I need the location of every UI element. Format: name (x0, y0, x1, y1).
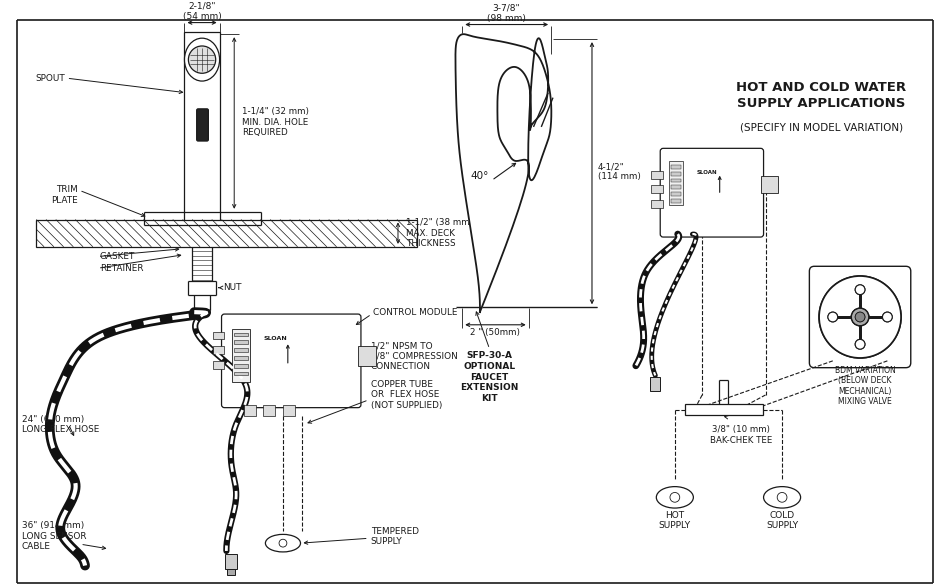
Text: BDM VARIATION
(BELOW DECK
MECHANICAL)
MIXING VALVE: BDM VARIATION (BELOW DECK MECHANICAL) MI… (834, 366, 895, 406)
Text: COPPER TUBE
OR  FLEX HOSE
(NOT SUPPLIED): COPPER TUBE OR FLEX HOSE (NOT SUPPLIED) (370, 380, 442, 410)
FancyBboxPatch shape (221, 314, 361, 407)
Text: SLOAN: SLOAN (696, 170, 717, 175)
Text: 1/2" NPSM TO
3/8" COMPRESSION
CONNECTION: 1/2" NPSM TO 3/8" COMPRESSION CONNECTION (370, 341, 458, 371)
Text: RETAINER: RETAINER (100, 264, 143, 273)
Text: SLOAN: SLOAN (263, 336, 287, 341)
Text: 3/8" (10 mm)
BAK-CHEK TEE: 3/8" (10 mm) BAK-CHEK TEE (710, 425, 772, 445)
Bar (651, 377, 660, 391)
Text: (SPECIFY IN MODEL VARIATION): (SPECIFY IN MODEL VARIATION) (739, 122, 902, 132)
Circle shape (670, 493, 679, 502)
Bar (213, 346, 224, 354)
Bar (225, 554, 238, 569)
Circle shape (855, 312, 864, 322)
Bar (36, 219, 416, 247)
Bar (358, 346, 375, 366)
Circle shape (819, 276, 901, 358)
Circle shape (819, 276, 901, 358)
Bar (761, 176, 778, 193)
Bar (671, 172, 681, 176)
Text: SFP-30-A
OPTIONAL
FAUCET
EXTENSION
KIT: SFP-30-A OPTIONAL FAUCET EXTENSION KIT (461, 351, 519, 403)
Text: HOT
SUPPLY: HOT SUPPLY (658, 511, 691, 530)
Circle shape (855, 339, 864, 349)
Polygon shape (455, 34, 551, 312)
Ellipse shape (265, 534, 300, 552)
Bar (652, 171, 663, 179)
Text: TEMPERED
SUPPLY: TEMPERED SUPPLY (370, 527, 419, 546)
Bar (235, 356, 248, 360)
Bar (671, 192, 681, 196)
Text: COLD
SUPPLY: COLD SUPPLY (766, 511, 798, 530)
Circle shape (883, 312, 892, 322)
Circle shape (851, 308, 869, 326)
Bar (244, 405, 256, 416)
Circle shape (827, 312, 838, 322)
Bar (669, 161, 683, 205)
Bar (213, 332, 224, 339)
Circle shape (855, 285, 864, 295)
Text: HOT AND COLD WATER
SUPPLY APPLICATIONS: HOT AND COLD WATER SUPPLY APPLICATIONS (736, 81, 906, 110)
Text: 3-7/8"
(98 mm): 3-7/8" (98 mm) (486, 3, 525, 22)
Bar (235, 333, 248, 336)
FancyBboxPatch shape (660, 148, 764, 237)
Ellipse shape (184, 38, 219, 81)
Bar (671, 165, 681, 169)
Bar (235, 340, 248, 345)
Text: NUT: NUT (223, 283, 242, 292)
Text: 24" (610 mm)
LONG FLEX HOSE: 24" (610 mm) LONG FLEX HOSE (22, 415, 99, 434)
Text: 1-1/4" (32 mm)
MIN. DIA. HOLE
REQUIRED: 1-1/4" (32 mm) MIN. DIA. HOLE REQUIRED (242, 107, 309, 137)
Circle shape (777, 493, 787, 502)
Circle shape (851, 308, 869, 326)
Circle shape (855, 339, 864, 349)
Text: 4-1/2"
(114 mm): 4-1/2" (114 mm) (598, 162, 640, 182)
Ellipse shape (656, 487, 694, 508)
Text: 1-1/2" (38 mm)
MAX. DECK
THICKNESS: 1-1/2" (38 mm) MAX. DECK THICKNESS (406, 218, 473, 248)
Bar (283, 405, 294, 416)
Text: SPOUT: SPOUT (36, 74, 66, 83)
Circle shape (883, 312, 892, 322)
Text: TRIM
PLATE: TRIM PLATE (51, 185, 78, 205)
Circle shape (188, 46, 216, 74)
Circle shape (855, 285, 864, 295)
Bar (232, 329, 250, 382)
Text: 36" (914 mm)
LONG SENSOR
CABLE: 36" (914 mm) LONG SENSOR CABLE (22, 522, 86, 551)
Bar (685, 404, 763, 416)
Text: CONTROL MODULE: CONTROL MODULE (372, 308, 457, 316)
Circle shape (855, 312, 864, 322)
Text: GASKET: GASKET (100, 252, 135, 261)
Bar (235, 364, 248, 368)
Bar (227, 569, 236, 575)
Bar (671, 199, 681, 203)
Circle shape (827, 312, 838, 322)
Circle shape (279, 539, 287, 547)
Bar (671, 185, 681, 189)
Text: 2-1/8"
(54 mm): 2-1/8" (54 mm) (182, 1, 221, 21)
Bar (235, 348, 248, 352)
Ellipse shape (764, 487, 801, 508)
Bar (652, 185, 663, 193)
FancyBboxPatch shape (197, 109, 208, 141)
Bar (235, 372, 248, 376)
Bar (652, 200, 663, 208)
Bar (213, 361, 224, 369)
Text: 2 " (50mm): 2 " (50mm) (470, 328, 521, 337)
Text: 40°: 40° (470, 171, 489, 181)
Bar (263, 405, 276, 416)
FancyBboxPatch shape (809, 266, 911, 368)
Bar (671, 179, 681, 182)
